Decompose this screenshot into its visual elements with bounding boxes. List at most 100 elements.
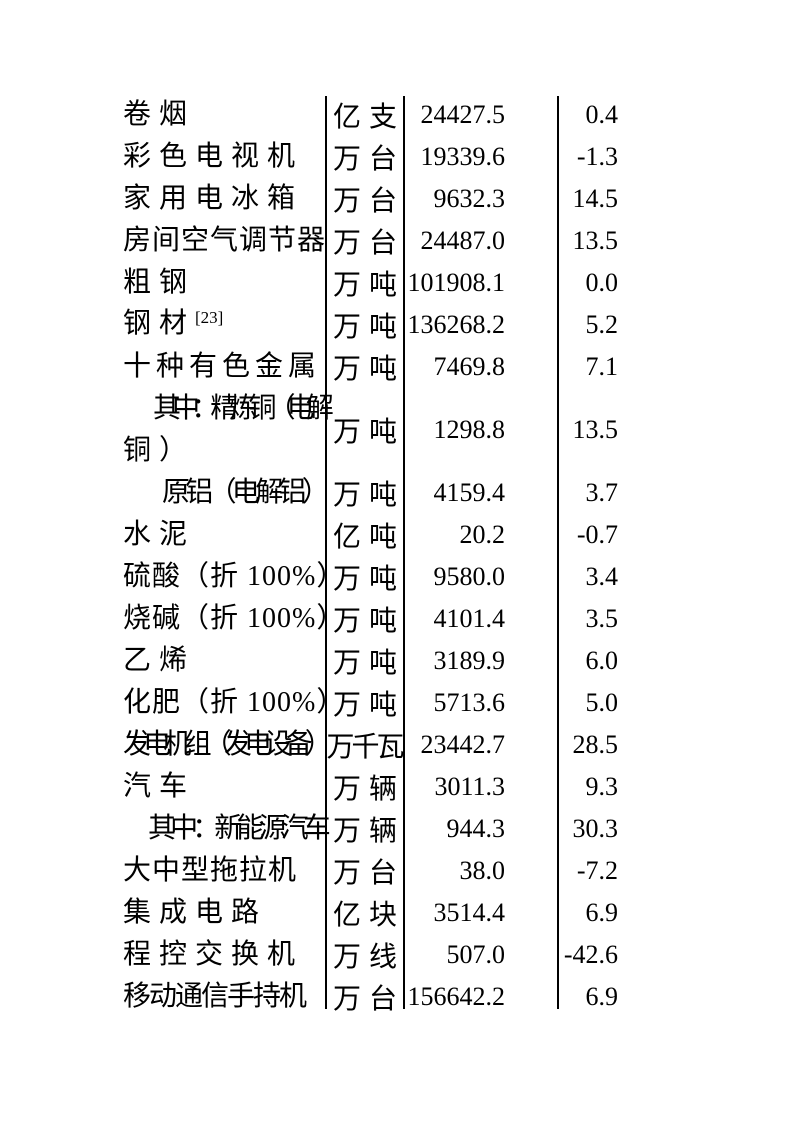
table-rule-vertical-3 bbox=[557, 96, 559, 1009]
unit-cell: 万吨 bbox=[333, 606, 406, 637]
growth-cell: 5.2 bbox=[585, 310, 619, 339]
product-name: 彩色电视机 bbox=[123, 141, 304, 172]
product-name: 移动通信手持机 bbox=[123, 981, 307, 1012]
product-name: 硫酸（折 100%） bbox=[123, 561, 346, 592]
growth-cell: -1.3 bbox=[576, 142, 618, 171]
product-name-cell: 化肥（折 100%） bbox=[123, 682, 346, 724]
product-name-cell: 房间空气调节器 bbox=[123, 220, 325, 262]
product-name-cell: 移动通信手持机 bbox=[123, 976, 325, 1018]
product-name-cell: 家用电冰箱 bbox=[123, 178, 325, 220]
growth-cell: 6.9 bbox=[585, 898, 619, 927]
product-name-cell: 烧碱（折 100%） bbox=[123, 598, 344, 640]
product-name-cell: 硫酸（折 100%） bbox=[123, 556, 346, 598]
table-row: 移动通信手持机 万台 156642.2 6.9 bbox=[123, 976, 671, 1018]
unit-cell: 亿吨 bbox=[333, 522, 406, 553]
product-name: 原铝（电解铝） bbox=[162, 477, 330, 508]
growth-cell: 3.7 bbox=[585, 478, 619, 507]
product-name: 卷烟 bbox=[123, 99, 196, 130]
product-name-cell: 其中：精炼铜（电解 铜） bbox=[123, 388, 334, 472]
table-row: 彩色电视机 万台 19339.6 -1.3 bbox=[123, 136, 671, 178]
product-name: 家用电冰箱 bbox=[123, 183, 304, 214]
unit-cell: 万台 bbox=[333, 144, 406, 175]
footnote-marker: [23] bbox=[195, 307, 224, 327]
product-name: 汽车 bbox=[123, 771, 196, 802]
table-row: 大中型拖拉机 万台 38.0 -7.2 bbox=[123, 850, 671, 892]
table-row: 其中：精炼铜（电解 铜） 万吨 1298.8 13.5 bbox=[123, 388, 671, 472]
product-name-cell: 粗钢 bbox=[123, 262, 325, 304]
product-name-cell: 原铝（电解铝） bbox=[123, 472, 330, 514]
table-row: 汽车 万辆 3011.3 9.3 bbox=[123, 766, 671, 808]
unit-cell: 万千瓦 bbox=[326, 732, 404, 763]
value-cell: 7469.8 bbox=[433, 352, 506, 381]
growth-cell: 3.4 bbox=[585, 562, 619, 591]
growth-cell: -7.2 bbox=[576, 856, 618, 885]
value-cell: 944.3 bbox=[446, 814, 506, 843]
value-cell: 24487.0 bbox=[420, 226, 506, 255]
growth-cell: 7.1 bbox=[585, 352, 619, 381]
product-name: 其中：精炼铜（电解 bbox=[153, 393, 334, 424]
table-row: 集成电路 亿块 3514.4 6.9 bbox=[123, 892, 671, 934]
table-row: 钢材[23] 万吨 136268.2 5.2 bbox=[123, 304, 671, 346]
growth-cell: 9.3 bbox=[585, 772, 619, 801]
growth-cell: 14.5 bbox=[572, 184, 619, 213]
product-name: 粗钢 bbox=[123, 267, 196, 298]
table-row: 硫酸（折 100%） 万吨 9580.0 3.4 bbox=[123, 556, 671, 598]
unit-cell: 万台 bbox=[333, 858, 406, 889]
industrial-output-table: 卷烟 亿支 24427.5 0.4 彩色电视机 万台 19339.6 -1.3 … bbox=[123, 94, 671, 1018]
table-rule-vertical-2 bbox=[403, 96, 405, 1009]
unit-cell: 万台 bbox=[333, 186, 406, 217]
unit-cell: 亿块 bbox=[333, 900, 406, 931]
growth-cell: 5.0 bbox=[585, 688, 619, 717]
product-name-cell: 发电机组（发电设备） bbox=[123, 724, 333, 766]
value-cell: 101908.1 bbox=[407, 268, 506, 297]
unit-cell: 万台 bbox=[333, 984, 406, 1015]
growth-cell: 0.4 bbox=[585, 100, 619, 129]
unit-cell: 万台 bbox=[333, 228, 406, 259]
unit-cell: 万辆 bbox=[333, 774, 406, 805]
product-name-cell: 乙烯 bbox=[123, 640, 325, 682]
table-row: 发电机组（发电设备） 万千瓦 23442.7 28.5 bbox=[123, 724, 671, 766]
value-cell: 5713.6 bbox=[433, 688, 506, 717]
value-cell: 23442.7 bbox=[420, 730, 506, 759]
product-name: 铜） bbox=[123, 435, 196, 466]
value-cell: 3189.9 bbox=[433, 646, 506, 675]
table-row: 水泥 亿吨 20.2 -0.7 bbox=[123, 514, 671, 556]
value-cell: 3011.3 bbox=[434, 772, 505, 801]
product-name-cell: 汽车 bbox=[123, 766, 325, 808]
unit-cell: 万线 bbox=[333, 942, 406, 973]
unit-cell: 万辆 bbox=[333, 816, 406, 847]
table-row: 原铝（电解铝） 万吨 4159.4 3.7 bbox=[123, 472, 671, 514]
unit-cell: 万吨 bbox=[333, 354, 406, 385]
product-name-cell: 大中型拖拉机 bbox=[123, 850, 325, 892]
table-rule-vertical-1 bbox=[325, 96, 327, 1009]
product-name-cell: 钢材[23] bbox=[123, 304, 325, 346]
unit-cell: 万吨 bbox=[333, 564, 406, 595]
table-row: 房间空气调节器 万台 24487.0 13.5 bbox=[123, 220, 671, 262]
table-row: 十种有色金属 万吨 7469.8 7.1 bbox=[123, 346, 671, 388]
unit-cell: 万吨 bbox=[333, 690, 406, 721]
growth-cell: 0.0 bbox=[585, 268, 619, 297]
table-row: 家用电冰箱 万台 9632.3 14.5 bbox=[123, 178, 671, 220]
value-cell: 3514.4 bbox=[433, 898, 506, 927]
growth-cell: -0.7 bbox=[576, 520, 618, 549]
value-cell: 4101.4 bbox=[433, 604, 506, 633]
table-row: 其中：新能源汽车 万辆 944.3 30.3 bbox=[123, 808, 671, 850]
unit-cell: 亿支 bbox=[333, 102, 406, 133]
value-cell: 9632.3 bbox=[433, 184, 506, 213]
value-cell: 156642.2 bbox=[407, 982, 506, 1011]
value-cell: 1298.8 bbox=[433, 415, 506, 444]
product-name-cell: 水泥 bbox=[123, 514, 325, 556]
table-row: 程控交换机 万线 507.0 -42.6 bbox=[123, 934, 671, 976]
product-name: 化肥（折 100%） bbox=[123, 687, 346, 718]
growth-cell: 6.9 bbox=[585, 982, 619, 1011]
product-name: 房间空气调节器 bbox=[123, 225, 327, 256]
product-name-cell: 彩色电视机 bbox=[123, 136, 325, 178]
table-row: 粗钢 万吨 101908.1 0.0 bbox=[123, 262, 671, 304]
value-cell: 19339.6 bbox=[420, 142, 506, 171]
product-name: 集成电路 bbox=[123, 897, 268, 928]
product-name-cell: 十种有色金属 bbox=[123, 346, 325, 388]
unit-cell: 万吨 bbox=[333, 270, 406, 301]
growth-cell: 13.5 bbox=[572, 226, 619, 255]
table-row: 化肥（折 100%） 万吨 5713.6 5.0 bbox=[123, 682, 671, 724]
